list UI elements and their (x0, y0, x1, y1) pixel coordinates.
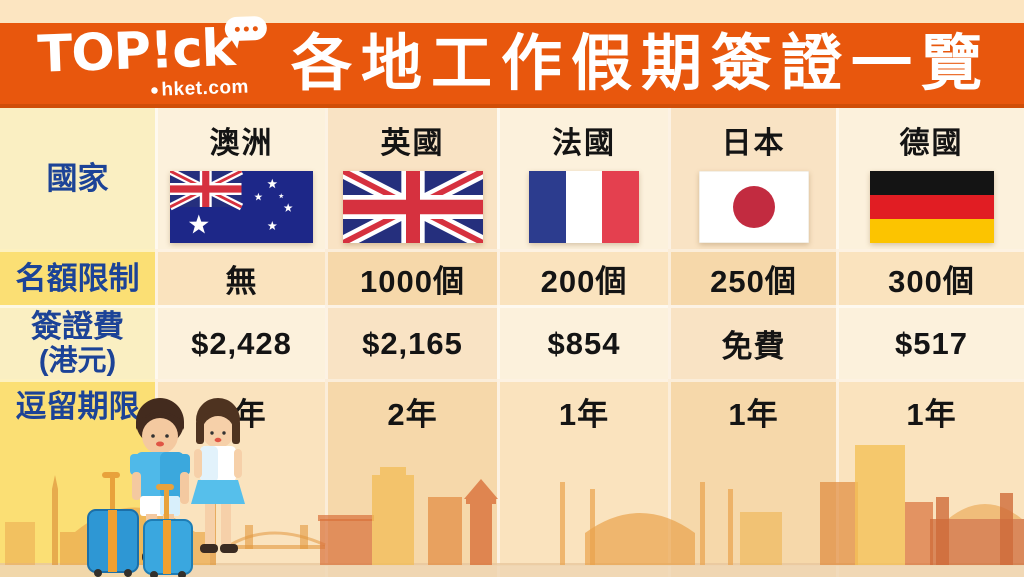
australia-flag-icon (170, 171, 313, 243)
fee-value-uk: $2,165 (325, 305, 497, 379)
row-label-fee: 簽證費 (港元) (0, 305, 155, 379)
site-dot-icon: ● (149, 81, 160, 99)
quota-value-uk: 1000個 (325, 249, 497, 305)
fee-value-japan: 免費 (668, 305, 836, 379)
quota-value-germany: 300個 (836, 249, 1024, 305)
topick-logo: TOP!ck ●hket.com (27, 15, 268, 105)
stay-value-germany: 1年 (836, 379, 1024, 577)
hket-site-label: ●hket.com (149, 75, 250, 101)
visa-comparison-table: 國家 澳洲 (0, 108, 1024, 577)
row-label-stay: 逗留期限 (0, 379, 155, 577)
fee-value-france: $854 (497, 305, 668, 379)
country-cell-germany: 德國 (836, 108, 1024, 249)
country-cell-france: 法國 (497, 108, 668, 249)
quota-value-australia: 無 (155, 249, 325, 305)
country-name-uk: 英國 (380, 127, 445, 160)
stay-value-japan: 1年 (668, 379, 836, 577)
country-name-germany: 德國 (899, 127, 964, 160)
uk-flag-icon (343, 171, 483, 243)
topick-wordmark: TOP!ck (36, 18, 236, 85)
japan-flag-icon (698, 171, 809, 243)
country-name-japan: 日本 (721, 127, 786, 160)
fee-value-germany: $517 (836, 305, 1024, 379)
header-banner: TOP!ck ●hket.com 各地工作假期簽證一覽 (0, 15, 1024, 108)
row-label-country: 國家 (0, 108, 155, 249)
country-cell-uk: 英國 (325, 108, 497, 249)
quota-value-france: 200個 (497, 249, 668, 305)
quota-value-japan: 250個 (668, 249, 836, 305)
country-cell-japan: 日本 (668, 108, 836, 249)
row-label-quota: 名額限制 (0, 249, 155, 305)
country-name-france: 法國 (552, 127, 616, 160)
page-title: 各地工作假期簽證一覽 (290, 29, 991, 97)
speech-bubble-dots-icon (224, 15, 268, 41)
germany-flag-icon (869, 171, 994, 243)
stay-value-france: 1年 (497, 379, 668, 577)
country-name-australia: 澳洲 (209, 127, 274, 160)
top-margin-strip (0, 0, 1024, 23)
stay-value-australia: 1年 (155, 379, 325, 577)
stay-value-uk: 2年 (325, 379, 497, 577)
fee-value-australia: $2,428 (155, 305, 325, 379)
france-flag-icon (529, 171, 639, 243)
country-cell-australia: 澳洲 (155, 108, 325, 249)
